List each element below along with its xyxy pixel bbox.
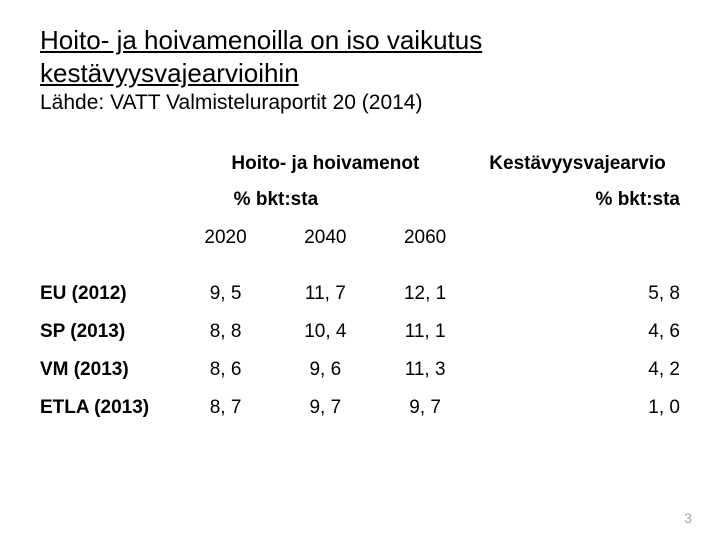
row-value: 11, 7 (275, 283, 375, 321)
slide-subtitle: Lähde: VATT Valmisteluraportit 20 (2014) (40, 91, 680, 115)
year-header-row: 2020 2040 2060 (40, 227, 680, 283)
table-row: VM (2013) 8, 6 9, 6 11, 3 4, 2 (40, 359, 680, 397)
year-header-2040: 2040 (275, 227, 375, 283)
page-number: 3 (684, 510, 692, 526)
group-header-1: Hoito- ja hoivamenot (176, 153, 475, 189)
row-value: 4, 2 (475, 359, 680, 397)
table-row: EU (2012) 9, 5 11, 7 12, 1 5, 8 (40, 283, 680, 321)
data-table: Hoito- ja hoivamenot Kestävyysvajearvio … (40, 153, 680, 435)
sub-header-1: % bkt:sta (176, 189, 475, 227)
row-value: 10, 4 (275, 321, 375, 359)
row-label: SP (2013) (40, 321, 176, 359)
table-row: SP (2013) 8, 8 10, 4 11, 1 4, 6 (40, 321, 680, 359)
row-value: 9, 7 (275, 397, 375, 435)
row-value: 4, 6 (475, 321, 680, 359)
row-value: 9, 5 (176, 283, 276, 321)
group-header-row: Hoito- ja hoivamenot Kestävyysvajearvio (40, 153, 680, 189)
slide-title: Hoito- ja hoivamenoilla on iso vaikutus … (40, 24, 680, 89)
sub-header-2: % bkt:sta (475, 189, 680, 227)
row-value: 12, 1 (375, 283, 475, 321)
group-header-2: Kestävyysvajearvio (475, 153, 680, 189)
row-value: 8, 6 (176, 359, 276, 397)
row-value: 11, 3 (375, 359, 475, 397)
sub-header-row: % bkt:sta % bkt:sta (40, 189, 680, 227)
year-header-2020: 2020 (176, 227, 276, 283)
row-value: 9, 7 (375, 397, 475, 435)
row-value: 11, 1 (375, 321, 475, 359)
row-label: VM (2013) (40, 359, 176, 397)
row-value: 8, 7 (176, 397, 276, 435)
row-value: 8, 8 (176, 321, 276, 359)
row-value: 1, 0 (475, 397, 680, 435)
year-header-2060: 2060 (375, 227, 475, 283)
row-value: 9, 6 (275, 359, 375, 397)
row-value: 5, 8 (475, 283, 680, 321)
row-label: ETLA (2013) (40, 397, 176, 435)
table-row: ETLA (2013) 8, 7 9, 7 9, 7 1, 0 (40, 397, 680, 435)
row-label: EU (2012) (40, 283, 176, 321)
